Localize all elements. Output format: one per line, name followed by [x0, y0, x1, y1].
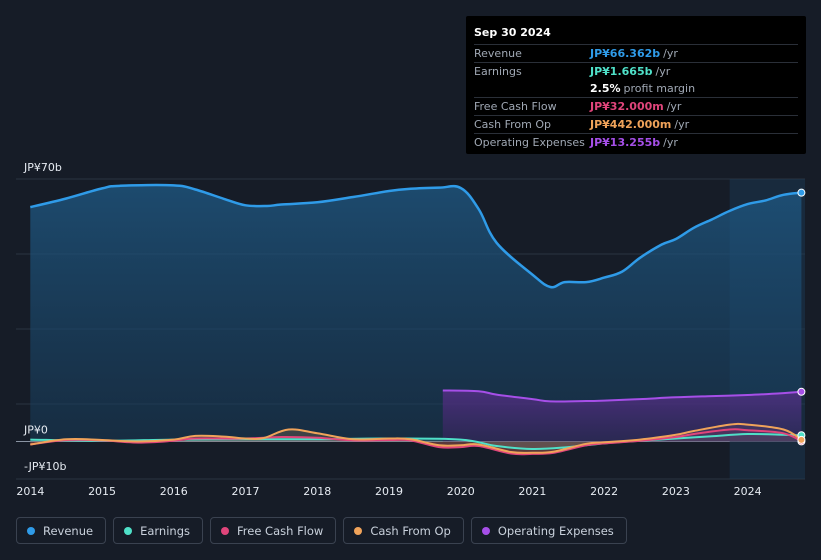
cash-from-op-end-point [797, 435, 806, 444]
legend-dot [124, 526, 133, 535]
tooltip-row: Revenue JP¥66.362b/yr [474, 44, 798, 62]
y-tick-label: JP¥70b [23, 161, 62, 174]
x-tick-label: 2014 [16, 485, 44, 498]
x-tick-label: 2022 [590, 485, 618, 498]
revenue-line [30, 183, 802, 289]
tooltip-row-value: JP¥442.000m [590, 118, 672, 131]
tooltip-row-unit: /yr [655, 65, 671, 78]
revenue-end-point [797, 188, 806, 197]
revenue-area [30, 185, 802, 442]
legend-label: Operating Expenses [497, 523, 614, 538]
legend: Revenue Earnings Free Cash Flow Cash From O… [16, 517, 627, 544]
tooltip-row-value: JP¥66.362b [590, 47, 661, 60]
tooltip-row-value: JP¥13.255b [590, 136, 661, 149]
tooltip-row: Earnings JP¥1.665b/yr [474, 62, 798, 80]
legend-dot [481, 526, 490, 535]
cash-from-op-line [30, 422, 802, 454]
x-tick-label: 2023 [662, 485, 690, 498]
tooltip-row-label: Revenue [474, 47, 522, 60]
legend-label: Free Cash Flow [237, 523, 324, 538]
y-tick-label: JP¥0 [23, 424, 48, 437]
tooltip-row-unit: /yr [666, 100, 682, 113]
tooltip: Sep 30 2024 Revenue JP¥66.362b/yr Earnings… [466, 16, 806, 154]
operating-expenses-line [442, 389, 802, 403]
x-tick-label: 2018 [303, 485, 331, 498]
tooltip-row-label: Free Cash Flow [474, 100, 557, 113]
legend-item-cash-from-op[interactable]: Cash From Op [343, 517, 464, 544]
tooltip-row-unit: /yr [674, 118, 690, 131]
x-tick-label: 2019 [375, 485, 403, 498]
tooltip-row-value: 2.5% [590, 82, 621, 95]
tooltip-row-label: Operating Expenses [474, 136, 585, 149]
tooltip-row: 2.5% profit margin [474, 80, 798, 97]
legend-label: Revenue [43, 523, 94, 538]
x-tick-label: 2017 [232, 485, 260, 498]
tooltip-row-unit: /yr [663, 136, 678, 149]
x-tick-label: 2016 [160, 485, 188, 498]
tooltip-row: Operating Expenses JP¥13.255b/yr [474, 133, 798, 151]
x-tick-label: 2024 [734, 485, 762, 498]
y-tick-label: -JP¥10b [24, 460, 66, 473]
legend-dot [27, 526, 35, 535]
legend-label: Earnings [140, 523, 190, 538]
legend-dot [354, 526, 363, 535]
tooltip-row-label: Earnings [474, 65, 522, 78]
x-tick-label: 2015 [88, 485, 116, 498]
legend-item-free-cash-flow[interactable]: Free Cash Flow [210, 517, 337, 544]
legend-item-earnings[interactable]: Earnings [113, 517, 203, 544]
tooltip-row-label: Cash From Op [474, 118, 552, 131]
tooltip-row: Cash From Op JP¥442.000m/yr [474, 115, 798, 133]
operating-expenses-end-point [797, 387, 806, 396]
tooltip-row-value: JP¥32.000m [590, 100, 664, 113]
legend-dot [221, 526, 229, 535]
tooltip-row-value: JP¥1.665b [590, 65, 653, 78]
tooltip-row: Free Cash Flow JP¥32.000m/yr [474, 97, 798, 115]
tooltip-date: Sep 30 2024 [474, 26, 551, 39]
tooltip-row-unit: /yr [663, 47, 678, 60]
legend-item-operating-expenses[interactable]: Operating Expenses [470, 517, 627, 544]
tooltip-row-label [474, 80, 590, 97]
legend-item-revenue[interactable]: Revenue [16, 517, 107, 544]
legend-label: Cash From Op [370, 523, 451, 538]
tooltip-row-unit: profit margin [623, 82, 696, 95]
free-cash-flow-line [30, 428, 802, 456]
x-tick-label: 2021 [518, 485, 546, 498]
operating-expenses-area [442, 390, 802, 442]
x-tick-label: 2020 [447, 485, 475, 498]
